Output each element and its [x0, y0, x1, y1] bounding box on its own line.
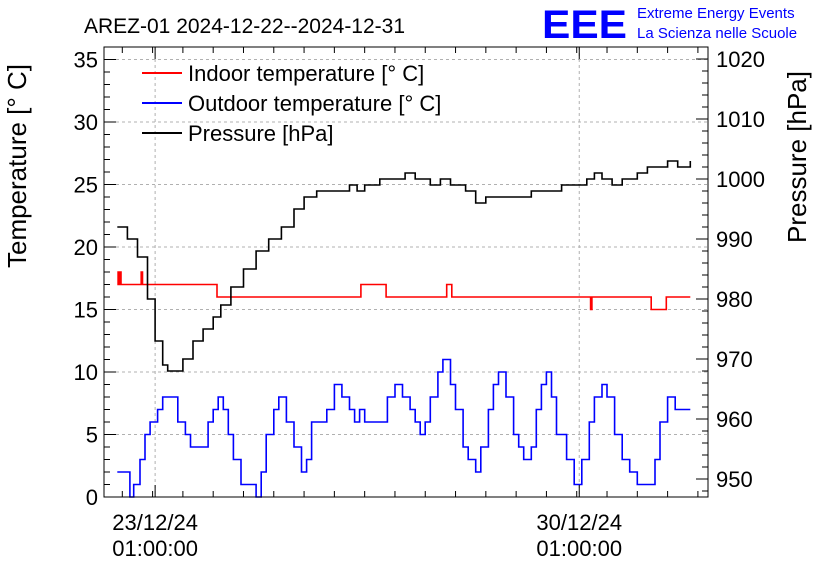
y-axis-right-label: Pressure [hPa] — [782, 71, 812, 243]
y-right-tick-label: 1020 — [716, 47, 765, 72]
y-left-tick-label: 20 — [74, 235, 98, 260]
eee-logo-mark: EEE — [542, 3, 627, 47]
y-left-tick-label: 15 — [74, 298, 98, 323]
y-left-tick-label: 35 — [74, 48, 98, 73]
legend: Indoor temperature [° C] Outdoor temperat… — [142, 61, 441, 146]
legend-label-1: Indoor temperature [° C] — [188, 61, 424, 86]
series-line-2 — [117, 358, 691, 498]
legend-label-3: Pressure [hPa] — [188, 121, 334, 146]
series-layer — [117, 160, 692, 498]
legend-label-2: Outdoor temperature [° C] — [188, 91, 441, 116]
x-tick-label-time: 01:00:00 — [536, 536, 622, 561]
y-left-tick-label: 5 — [86, 423, 98, 448]
y-left-tick-label: 30 — [74, 110, 98, 135]
y-right-tick-label: 990 — [716, 227, 753, 252]
series-line-1 — [117, 271, 691, 311]
x-tick-label-date: 30/12/24 — [536, 510, 622, 535]
y-right-tick-label: 960 — [716, 407, 753, 432]
y-right-tick-label: 980 — [716, 287, 753, 312]
y-left-tick-label: 10 — [74, 360, 98, 385]
axes: 0 5 10 15 20 25 30 35 950 960 970 980 990 1000 1010 102… — [74, 46, 765, 561]
y-right-tick-label: 950 — [716, 467, 753, 492]
eee-logo-line2: La Scienza nelle Scuole — [637, 25, 797, 42]
y-right-tick-label: 970 — [716, 347, 753, 372]
chart-title: AREZ-01 2024-12-22--2024-12-31 — [84, 15, 405, 38]
x-tick-label-time: 01:00:00 — [112, 536, 198, 561]
y-left-tick-label: 25 — [74, 173, 98, 198]
eee-logo: EEE Extreme Energy Events La Scienza nel… — [542, 3, 797, 47]
eee-logo-line1: Extreme Energy Events — [637, 5, 795, 22]
series-line-3 — [117, 160, 692, 372]
y-left-tick-label: 0 — [86, 485, 98, 510]
y-right-tick-label: 1000 — [716, 167, 765, 192]
x-tick-label-date: 23/12/24 — [112, 510, 198, 535]
y-right-tick-label: 1010 — [716, 107, 765, 132]
y-axis-left-label: Temperature [° C] — [2, 64, 32, 268]
